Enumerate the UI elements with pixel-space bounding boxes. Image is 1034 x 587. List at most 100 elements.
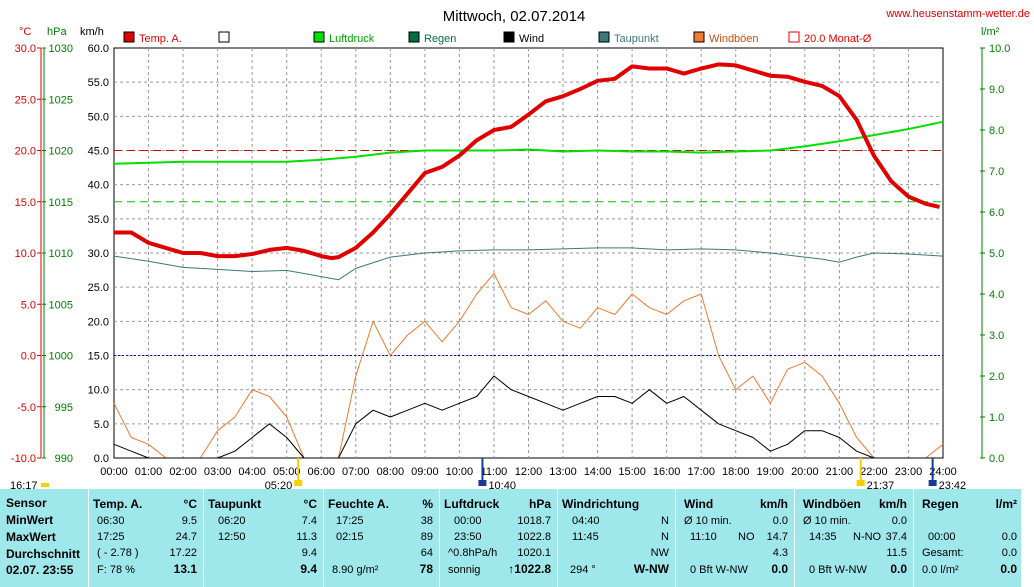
wind-row0-value: 0.0 xyxy=(772,515,788,527)
plot-area xyxy=(113,62,944,459)
temp-tick-label: 0.0 xyxy=(21,351,36,363)
rain-axis-unit: l/m² xyxy=(981,26,1000,38)
x-tick-label: 20:00 xyxy=(791,466,819,478)
x-tick-label: 19:00 xyxy=(757,466,785,478)
col-wind-direction-header: Windrichtung xyxy=(562,497,640,511)
pressure-tick-label: 1015 xyxy=(49,197,73,209)
wind-tick-label: 60.0 xyxy=(88,43,109,55)
wind-tick-label: 35.0 xyxy=(88,214,109,226)
rain-tick-label: 1.0 xyxy=(989,412,1004,424)
series-line-wind xyxy=(113,375,943,459)
x-tick-label: 08:00 xyxy=(377,466,405,478)
wind-current-value: 0.0 xyxy=(771,562,788,576)
row-label-min: MinWert xyxy=(6,513,54,527)
hum-avg-value: 64 xyxy=(420,547,433,559)
wind-max-dir: NO xyxy=(738,531,755,543)
hum-min-time: 17:25 xyxy=(336,515,364,527)
legend-swatch xyxy=(218,31,230,43)
dew-avg-value: 9.4 xyxy=(301,547,317,559)
rain-tick-label: 7.0 xyxy=(989,166,1004,178)
col-wind-direction: Windrichtung 04:40 N 11:45 N NW 294 ° W-… xyxy=(558,489,676,587)
weather-chart: Mittwoch, 02.07.2014 www.heusenstamm-wet… xyxy=(10,8,1030,489)
col-temp-header: Temp. A. xyxy=(93,497,143,511)
temp-tick-label: -5.0 xyxy=(17,402,36,414)
hum-current-value: 78 xyxy=(419,562,433,576)
temp-current-value: 13.1 xyxy=(173,562,197,576)
temp-avg-value: 17.22 xyxy=(169,547,197,559)
dir-max-value: N xyxy=(661,531,669,543)
wind-max-time: 11:10 xyxy=(690,531,717,543)
rain-total-label: Gesamt: xyxy=(922,547,964,559)
moonrise-time: 10:40 xyxy=(488,480,516,489)
x-tick-label: 07:00 xyxy=(342,466,370,478)
x-tick-label: 09:00 xyxy=(411,466,439,478)
x-tick-label: 02:00 xyxy=(169,466,197,478)
rain-tick-label: 9.0 xyxy=(989,84,1004,96)
col-dew: Taupunkt °C 06:20 7.4 12:50 11.3 9.4 9.4 xyxy=(204,489,324,587)
temp-tick-label: 10.0 xyxy=(15,248,36,260)
col-wind: Wind km/h Ø 10 min. 0.0 11:10 NO 14.7 4.… xyxy=(676,489,795,587)
series-line-luftdruck xyxy=(113,120,944,165)
temp-tick-label: 20.0 xyxy=(15,146,36,158)
legend-label: Windböen xyxy=(709,33,759,45)
rain-tick-label: 0.0 xyxy=(989,453,1004,465)
col-rain-header: Regen xyxy=(922,497,959,511)
col-pressure-unit: hPa xyxy=(528,497,551,511)
wind-tick-label: 0.0 xyxy=(94,453,109,465)
row-label-sensor: Sensor xyxy=(6,496,47,510)
press-avg-value: 1020.1 xyxy=(517,547,551,559)
press-min-time: 00:00 xyxy=(454,515,482,527)
wind-axis-unit: km/h xyxy=(80,26,104,38)
site-url[interactable]: www.heusenstamm-wetter.de xyxy=(885,8,1030,20)
pressure-tick-label: 1020 xyxy=(49,146,73,158)
x-tick-label: 13:00 xyxy=(549,466,577,478)
legend-label: 20.0 Monat-Ø xyxy=(804,33,872,45)
temp-tick-label: 30.0 xyxy=(15,43,36,55)
x-tick-label: 12:00 xyxy=(515,466,543,478)
pressure-tick-label: 1030 xyxy=(49,43,73,55)
rain-tick-label: 3.0 xyxy=(989,330,1004,342)
legend-swatch xyxy=(123,31,135,43)
rain-tick-label: 6.0 xyxy=(989,207,1004,219)
temp-tick-label: 25.0 xyxy=(15,94,36,106)
wind-tick-label: 45.0 xyxy=(88,146,109,158)
col-sensor: Sensor MinWert MaxWert Durchschnitt 02.0… xyxy=(0,489,89,587)
row-label-max: MaxWert xyxy=(6,530,56,544)
series-line-taupunkt xyxy=(113,247,944,281)
temp-tick-label: 15.0 xyxy=(15,197,36,209)
rain-tick-label: 5.0 xyxy=(989,248,1004,260)
x-tick-label: 05:00 xyxy=(273,466,301,478)
x-tick-label: 10:00 xyxy=(446,466,474,478)
x-tick-label: 16:00 xyxy=(653,466,681,478)
temp-max-value: 24.7 xyxy=(175,531,197,543)
col-temp-unit: °C xyxy=(183,497,197,511)
sunset-time: 21:37 xyxy=(867,480,895,489)
gust-row0-label: Ø 10 min. xyxy=(803,515,851,527)
wind-tick-label: 30.0 xyxy=(88,248,109,260)
legend-label: Wind xyxy=(519,33,544,45)
press-forecast: sonnig xyxy=(448,564,481,576)
x-tick-label: 18:00 xyxy=(722,466,750,478)
col-wind-header: Wind xyxy=(684,497,714,511)
gust-current-value: 0.0 xyxy=(890,562,907,576)
gust-row0-value: 0.0 xyxy=(891,515,907,527)
press-current-value: ↑1022.8 xyxy=(508,562,551,576)
pressure-axis-unit: hPa xyxy=(47,26,67,38)
wind-tick-label: 10.0 xyxy=(88,385,109,397)
dir-min-value: N xyxy=(661,515,669,527)
gust-avg-value: 11.5 xyxy=(886,547,907,559)
x-tick-label: 23:00 xyxy=(895,466,923,478)
legend-swatch xyxy=(788,31,800,43)
legend-label: Luftdruck xyxy=(329,33,375,45)
x-tick-label: 14:00 xyxy=(584,466,612,478)
col-rain: Regen l/m² 00:00 0.0 Gesamt: 0.0 0.0 l/m… xyxy=(914,489,1022,587)
temp-min-value: 9.5 xyxy=(181,515,197,527)
sunrise-time: 05:20 xyxy=(265,480,293,489)
pressure-tick-label: 990 xyxy=(55,453,73,465)
hum-max-value: 89 xyxy=(420,531,433,543)
pressure-tick-label: 1010 xyxy=(49,248,73,260)
col-pressure: Luftdruck hPa 00:00 1018.7 23:50 1022.8 … xyxy=(440,489,558,587)
dew-min-time: 06:20 xyxy=(218,515,246,527)
legend-swatch xyxy=(693,31,705,43)
col-humidity-unit: % xyxy=(422,497,433,511)
